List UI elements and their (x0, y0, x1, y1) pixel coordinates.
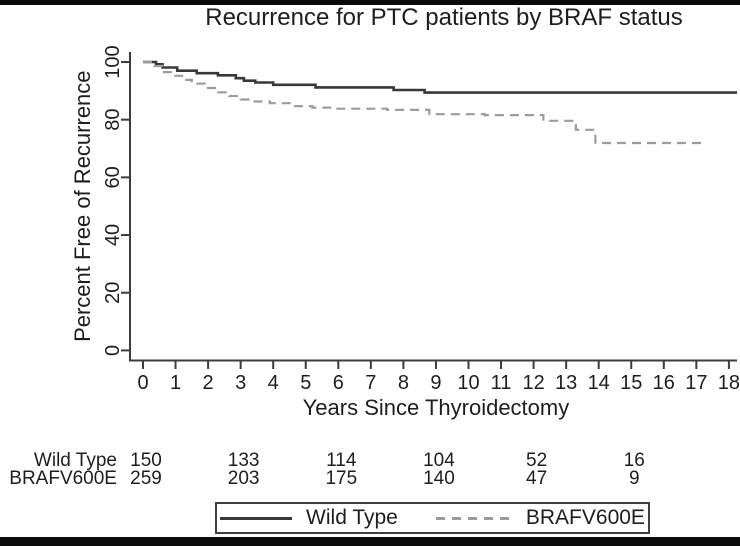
x-tick-label: 7 (365, 372, 376, 394)
legend-label-wild-type: Wild Type (306, 506, 398, 529)
x-tick-label: 13 (555, 372, 577, 394)
top-frame-bar (0, 0, 740, 5)
x-tick-label: 18 (718, 372, 740, 394)
risk-count: 9 (629, 468, 640, 489)
risk-count: 203 (228, 468, 260, 489)
legend-solid-line-sample (220, 516, 293, 520)
risk-count: 175 (325, 468, 357, 489)
legend-label-brafv600e: BRAFV600E (525, 506, 645, 529)
x-tick-label: 16 (653, 372, 675, 394)
x-tick-label: 6 (333, 372, 344, 394)
risk-count: 259 (130, 468, 162, 489)
x-tick-label: 8 (398, 372, 409, 394)
y-tick-label: 80 (102, 109, 124, 131)
legend-dashed-line-sample (435, 516, 514, 520)
x-tick-label: 15 (620, 372, 642, 394)
x-axis-title: Years Since Thyroidectomy (303, 395, 570, 420)
km-curve-brafv600e (143, 60, 707, 145)
risk-count: 52 (526, 450, 547, 471)
legend: Wild Type BRAFV600E (215, 502, 650, 534)
x-tick-label: 3 (235, 372, 246, 394)
y-tick-label: 40 (102, 224, 124, 246)
risk-count: 114 (326, 450, 357, 471)
bottom-frame-bar (0, 537, 740, 546)
x-tick-label: 10 (457, 372, 479, 394)
risk-count: 133 (228, 450, 260, 471)
x-tick-label: 4 (268, 372, 279, 394)
km-curve-wild-type (143, 60, 737, 94)
x-tick-label: 17 (685, 372, 707, 394)
y-tick-label: 100 (102, 45, 124, 78)
y-axis-title: Percent Free of Recurrence (70, 70, 95, 341)
x-tick-label: 0 (137, 372, 148, 394)
x-tick-label: 14 (588, 372, 610, 394)
x-tick-label: 12 (522, 372, 544, 394)
x-tick-label: 1 (170, 372, 181, 394)
risk-count: 150 (130, 450, 162, 471)
risk-count: 104 (423, 450, 455, 471)
risk-count: 16 (624, 450, 645, 471)
y-tick-label: 20 (102, 282, 124, 304)
y-tick-label: 60 (102, 166, 124, 188)
risk-row-label: BRAFV600E (9, 468, 117, 489)
x-tick-label: 9 (430, 372, 441, 394)
risk-count: 140 (423, 468, 455, 489)
chart-title: Recurrence for PTC patients by BRAF stat… (205, 4, 683, 31)
risk-row-label: Wild Type (34, 450, 117, 471)
x-tick-label: 11 (491, 372, 512, 394)
y-tick-label: 0 (102, 345, 124, 356)
risk-count: 47 (526, 468, 547, 489)
x-tick-label: 5 (300, 372, 311, 394)
x-tick-label: 2 (203, 372, 214, 394)
